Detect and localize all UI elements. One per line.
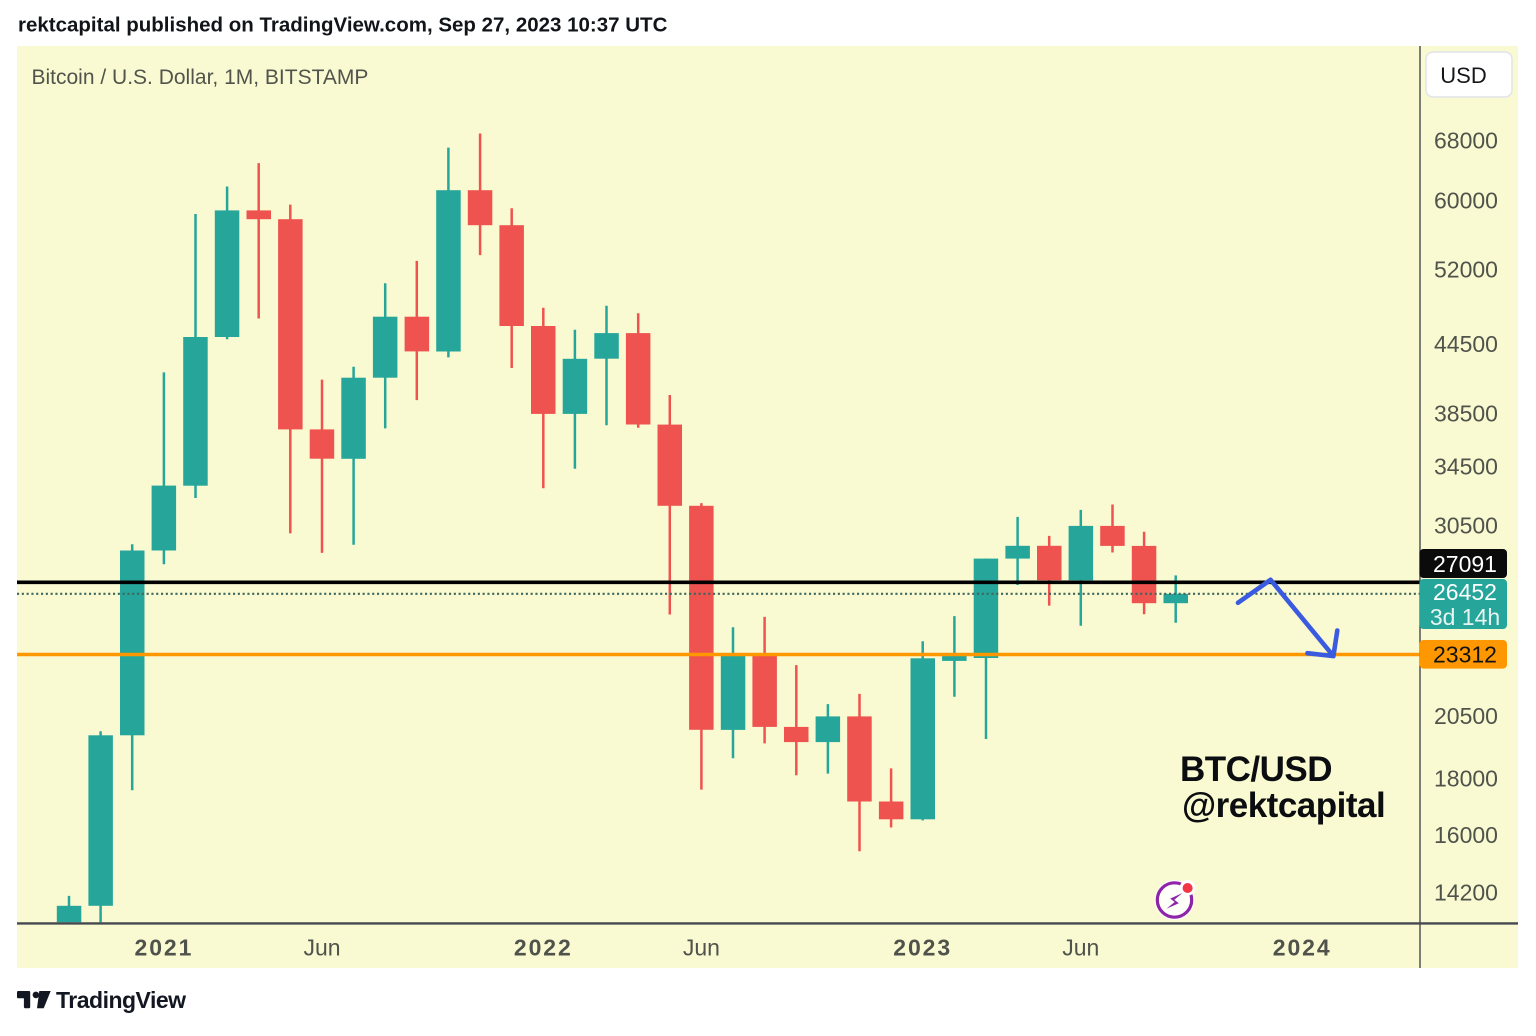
- svg-text:38500: 38500: [1434, 401, 1498, 427]
- svg-text:34500: 34500: [1434, 453, 1498, 479]
- svg-text:2021: 2021: [135, 935, 194, 961]
- svg-text:30500: 30500: [1434, 512, 1498, 538]
- svg-text:rektcapital published on Tradi: rektcapital published on TradingView.com…: [18, 14, 668, 37]
- svg-text:Jun: Jun: [303, 935, 340, 961]
- svg-text:2024: 2024: [1273, 935, 1332, 961]
- svg-text:BTC/USD: BTC/USD: [1180, 750, 1332, 789]
- svg-text:Bitcoin / U.S. Dollar, 1M, BIT: Bitcoin / U.S. Dollar, 1M, BITSTAMP: [32, 66, 369, 89]
- svg-text:52000: 52000: [1434, 256, 1498, 282]
- svg-text:20500: 20500: [1434, 703, 1498, 729]
- svg-text:@rektcapital: @rektcapital: [1182, 786, 1385, 825]
- svg-text:60000: 60000: [1434, 188, 1498, 214]
- svg-text:USD: USD: [1440, 63, 1486, 88]
- svg-text:27091: 27091: [1433, 551, 1497, 577]
- svg-text:68000: 68000: [1434, 128, 1498, 154]
- svg-text:23312: 23312: [1433, 642, 1497, 668]
- svg-text:26452: 26452: [1433, 579, 1497, 605]
- svg-text:Jun: Jun: [1062, 935, 1099, 961]
- svg-text:14200: 14200: [1434, 880, 1498, 906]
- svg-text:18000: 18000: [1434, 766, 1498, 792]
- svg-text:Jun: Jun: [683, 935, 720, 961]
- svg-text:2022: 2022: [514, 935, 573, 961]
- svg-text:44500: 44500: [1434, 331, 1498, 357]
- svg-text:TradingView: TradingView: [56, 987, 186, 1013]
- svg-text:3d 14h: 3d 14h: [1430, 604, 1500, 630]
- svg-text:16000: 16000: [1434, 822, 1498, 848]
- svg-text:2023: 2023: [893, 935, 952, 961]
